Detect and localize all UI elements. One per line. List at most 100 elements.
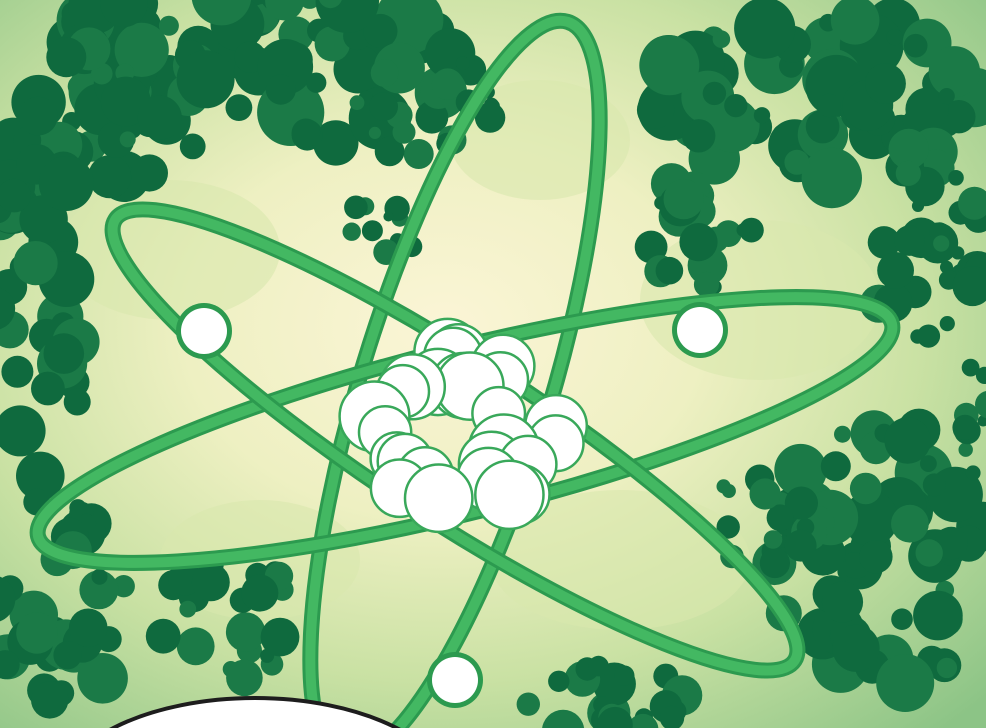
- bubble: [179, 600, 197, 618]
- bubble: [31, 681, 69, 719]
- bubble: [1, 355, 34, 388]
- bubble: [313, 120, 359, 166]
- bubble: [891, 504, 929, 543]
- bubble: [886, 28, 903, 46]
- bubble: [361, 220, 383, 242]
- bubble: [763, 530, 783, 549]
- bubble: [16, 451, 65, 501]
- bubble: [895, 160, 921, 186]
- bubble: [226, 659, 263, 697]
- bubble: [18, 96, 58, 136]
- bubble: [845, 552, 863, 570]
- bubble: [784, 486, 819, 520]
- bubble: [474, 102, 506, 133]
- bubble: [679, 223, 718, 262]
- bubble: [137, 95, 182, 140]
- bubble: [843, 490, 899, 547]
- bubble: [876, 654, 935, 712]
- bubble: [265, 0, 304, 21]
- bubble: [920, 455, 937, 472]
- bubble: [774, 443, 827, 497]
- bubble: [548, 670, 570, 692]
- bubble: [867, 226, 901, 259]
- bubble: [759, 547, 791, 579]
- bubble: [834, 425, 851, 443]
- bubble: [191, 0, 252, 26]
- bubble: [333, 44, 383, 94]
- bubble: [43, 333, 85, 374]
- bubble: [933, 235, 950, 252]
- bubble: [158, 15, 179, 36]
- bubble: [877, 252, 914, 289]
- bubble: [888, 128, 929, 170]
- bubble: [100, 0, 148, 27]
- bubble: [383, 211, 394, 222]
- bubble: [849, 472, 882, 505]
- bubble: [415, 100, 449, 134]
- bubble: [936, 657, 958, 679]
- bubble: [832, 624, 880, 672]
- bubble: [830, 0, 880, 45]
- bubble: [88, 155, 132, 199]
- bubble: [975, 390, 986, 419]
- bubble: [191, 563, 230, 602]
- electrons: [176, 302, 728, 708]
- bubble: [714, 220, 742, 248]
- bubble: [820, 451, 851, 482]
- bubble: [63, 388, 91, 416]
- bubble: [817, 93, 841, 118]
- bubble: [31, 371, 65, 406]
- nucleus: [338, 317, 589, 534]
- bubble: [369, 92, 398, 121]
- bubble: [938, 88, 955, 105]
- bubble: [0, 650, 20, 680]
- bubble: [298, 0, 321, 9]
- bubble: [176, 627, 215, 666]
- bubble: [942, 100, 976, 134]
- bubble: [891, 608, 913, 630]
- bubble: [179, 133, 206, 160]
- bubble: [716, 515, 740, 539]
- bubble: [884, 417, 931, 464]
- bubble: [913, 590, 963, 641]
- bubble: [682, 119, 716, 153]
- bubble: [749, 478, 781, 510]
- bubble: [13, 241, 58, 286]
- bubble: [805, 109, 840, 144]
- bubble: [455, 56, 470, 71]
- bubble: [693, 271, 720, 298]
- bubble: [370, 59, 399, 87]
- bubble: [374, 136, 405, 167]
- bubble: [176, 50, 235, 109]
- bubble: [260, 617, 300, 657]
- bubble: [145, 618, 181, 654]
- bubble: [636, 91, 675, 129]
- bubble: [516, 692, 540, 716]
- bubble: [431, 68, 464, 100]
- bubble: [38, 156, 94, 211]
- bubble: [79, 570, 119, 610]
- bubble: [368, 126, 381, 139]
- bubble: [663, 178, 704, 220]
- bubble: [241, 574, 279, 612]
- bubble: [961, 358, 980, 377]
- bubble: [627, 713, 659, 728]
- bubble: [915, 539, 943, 567]
- bubble: [859, 540, 893, 574]
- bubble: [702, 81, 727, 106]
- bubble: [0, 287, 16, 330]
- nucleus-particle: [403, 463, 474, 534]
- bubble: [53, 641, 82, 670]
- bubble: [975, 366, 986, 384]
- bubble: [766, 504, 794, 532]
- bubble: [903, 33, 928, 58]
- bubble: [114, 22, 169, 77]
- bubble: [734, 0, 796, 59]
- bubble: [928, 46, 981, 98]
- bubble: [291, 118, 321, 148]
- bubble: [965, 465, 981, 481]
- bubble: [130, 154, 168, 192]
- bubble: [724, 94, 748, 118]
- bubble: [349, 95, 365, 111]
